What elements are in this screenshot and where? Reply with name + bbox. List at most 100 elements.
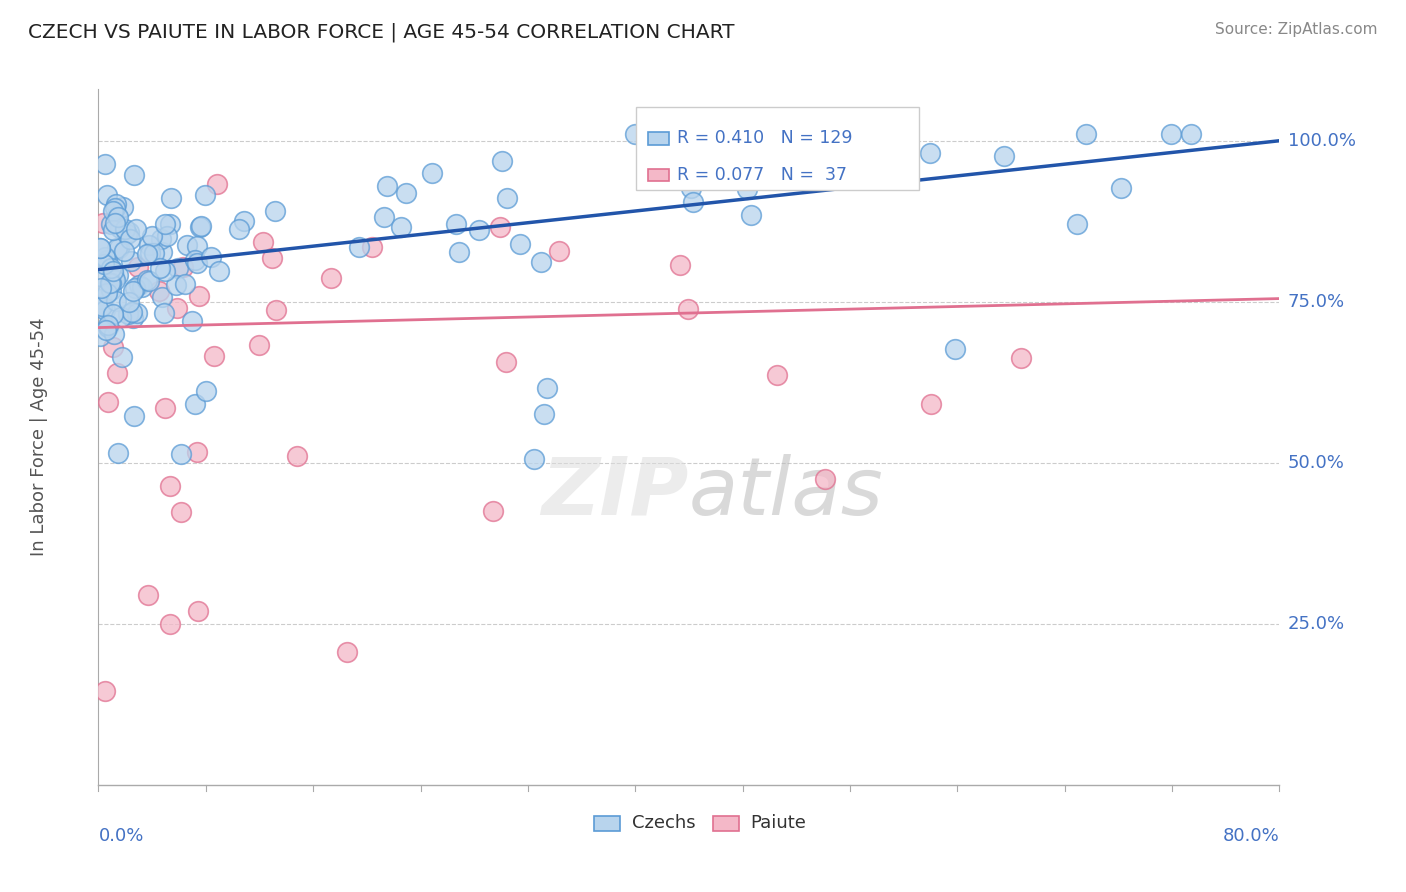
Point (105, 197, 128, 211)
Point (142, 245, 165, 260)
Point (94, 684, 117, 698)
Point (111, 200, 134, 214)
Point (96, 187, 118, 202)
Point (1010, 351, 1032, 365)
Point (131, 280, 153, 294)
Point (321, 271, 343, 285)
Point (152, 306, 174, 320)
Point (89, 300, 111, 314)
Point (114, 244, 136, 259)
Point (120, 254, 142, 268)
Point (165, 277, 187, 292)
Point (103, 270, 125, 285)
Point (103, 340, 125, 354)
Point (228, 222, 250, 236)
Point (444, 217, 467, 231)
Point (94, 324, 117, 338)
Point (136, 588, 159, 602)
Point (149, 261, 172, 276)
Point (548, 244, 571, 258)
Text: Czechs: Czechs (633, 814, 696, 832)
Point (624, 128, 647, 142)
Point (104, 201, 127, 215)
Point (679, 181, 702, 195)
Point (1066, 217, 1088, 231)
Point (139, 245, 162, 260)
Point (943, 342, 966, 356)
Point (159, 191, 181, 205)
Point (108, 221, 131, 235)
Point (100, 217, 122, 231)
Text: CZECH VS PAIUTE IN LABOR FORCE | AGE 45-54 CORRELATION CHART: CZECH VS PAIUTE IN LABOR FORCE | AGE 45-… (28, 22, 734, 42)
Point (118, 295, 141, 310)
Point (122, 285, 145, 299)
Point (172, 260, 194, 275)
Point (121, 305, 143, 319)
Text: In Labor Force | Age 45-54: In Labor Force | Age 45-54 (31, 318, 48, 557)
Point (468, 223, 491, 237)
Point (190, 219, 212, 234)
Point (96, 285, 118, 300)
Point (194, 384, 217, 398)
Point (117, 225, 139, 239)
Point (141, 229, 163, 244)
FancyBboxPatch shape (648, 132, 669, 145)
Point (125, 221, 148, 235)
Point (262, 251, 284, 265)
Point (93, 257, 115, 271)
Point (184, 397, 207, 411)
Point (136, 247, 159, 261)
Point (150, 232, 173, 246)
FancyBboxPatch shape (636, 106, 920, 190)
Point (96, 252, 118, 267)
Point (495, 355, 517, 369)
Point (814, 472, 837, 486)
Point (103, 268, 125, 283)
Point (336, 645, 359, 659)
Point (90, 281, 112, 295)
Point (491, 153, 513, 168)
Point (127, 260, 149, 274)
Point (176, 238, 198, 252)
Point (682, 195, 704, 210)
Point (536, 381, 558, 395)
Point (347, 240, 370, 254)
Point (100, 283, 122, 297)
Text: R = 0.077   N =  37: R = 0.077 N = 37 (678, 166, 848, 184)
Point (97, 319, 120, 334)
Point (120, 232, 142, 246)
Point (200, 250, 222, 264)
Point (135, 273, 157, 287)
Point (122, 169, 145, 183)
Point (110, 310, 132, 324)
Point (180, 314, 202, 328)
Point (150, 290, 173, 304)
Point (186, 445, 208, 459)
Text: 100.0%: 100.0% (1288, 132, 1355, 150)
Point (737, 181, 759, 195)
Point (100, 277, 122, 291)
Point (447, 245, 470, 260)
Point (420, 165, 443, 179)
FancyBboxPatch shape (595, 815, 620, 830)
Point (174, 277, 197, 291)
Text: Paiute: Paiute (751, 814, 806, 832)
Point (107, 446, 129, 460)
Point (489, 220, 512, 235)
Text: 50.0%: 50.0% (1288, 454, 1344, 472)
Point (101, 264, 124, 278)
Point (98, 276, 121, 290)
Text: 0.0%: 0.0% (98, 827, 143, 845)
Point (395, 186, 418, 201)
Point (114, 222, 136, 236)
Point (187, 289, 209, 303)
Point (509, 237, 531, 252)
Point (117, 307, 139, 321)
Point (208, 264, 231, 278)
Text: atlas: atlas (689, 454, 884, 532)
Point (252, 235, 274, 250)
Point (676, 302, 699, 317)
Point (285, 449, 308, 463)
Point (533, 407, 555, 421)
Point (121, 310, 143, 325)
